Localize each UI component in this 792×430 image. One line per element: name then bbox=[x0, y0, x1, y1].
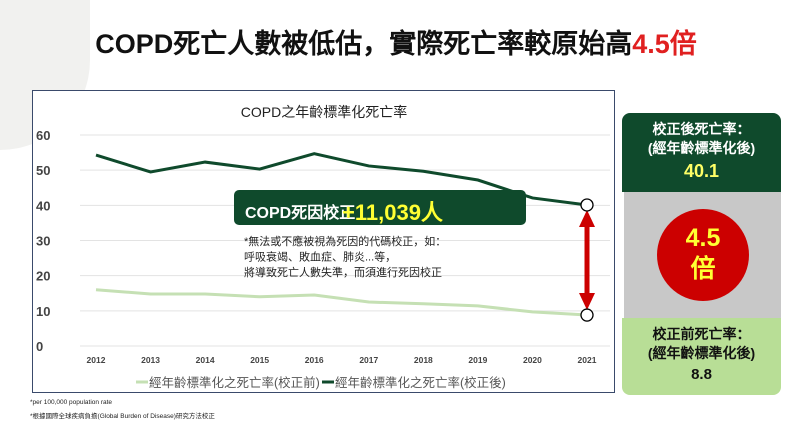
y-tick-label: 40 bbox=[36, 198, 50, 213]
after-value: 40.1 bbox=[683, 161, 720, 181]
marker-circle-before bbox=[580, 308, 594, 322]
footnote-method: *根據國際全球疾病負擔(Global Burden of Disease)研究方… bbox=[30, 413, 215, 420]
annotation-note-line: 將導致死亡人數失準，而須進行死因校正 bbox=[244, 265, 442, 279]
after-sub: (經年齡標準化後) bbox=[647, 140, 756, 156]
legend-label: 經年齡標準化之死亡率(校正後) bbox=[335, 375, 506, 390]
x-tick-label: 2020 bbox=[523, 355, 542, 365]
x-tick-label: 2015 bbox=[250, 355, 269, 365]
arrow-head-down bbox=[579, 293, 595, 311]
page-title: COPD死亡人數被低估，實際死亡率較原始高4.5倍 bbox=[0, 22, 792, 61]
x-tick-label: 2013 bbox=[141, 355, 160, 365]
y-tick-label: 0 bbox=[36, 339, 43, 354]
x-tick-label: 2012 bbox=[87, 355, 106, 365]
series-line-after bbox=[95, 152, 588, 207]
ratio-number: 4.5 bbox=[685, 224, 721, 252]
y-tick-label: 30 bbox=[36, 234, 50, 249]
line-chart: COPD之年齡標準化死亡率 0 10 20 30 40 50 60 2012 2013 2014 20… bbox=[36, 104, 610, 390]
arrow-head-up bbox=[579, 209, 595, 227]
x-tick-label: 2017 bbox=[359, 355, 378, 365]
title-text: COPD死亡人數被低估，實際死亡率較原始高 bbox=[95, 29, 633, 59]
before-correction-box: 校正前死亡率： (經年齡標準化後) 8.8 bbox=[622, 318, 781, 395]
y-tick-label: 20 bbox=[36, 269, 50, 284]
y-tick-label: 60 bbox=[36, 128, 50, 143]
y-tick-label: 50 bbox=[36, 163, 50, 178]
after-label: 校正後死亡率： bbox=[652, 121, 751, 137]
marker-circle-after bbox=[580, 198, 594, 212]
after-correction-box: 校正後死亡率： (經年齡標準化後) 40.1 bbox=[622, 113, 781, 192]
annotation-note-line: 呼吸衰竭、敗血症、肺炎...等， bbox=[244, 250, 396, 264]
annotation-label: COPD死因校正 bbox=[245, 203, 355, 222]
x-tick-label: 2016 bbox=[305, 355, 324, 365]
x-tick-label: 2018 bbox=[414, 355, 433, 365]
x-tick-label: 2021 bbox=[578, 355, 597, 365]
title-highlight: 4.5倍 bbox=[632, 29, 697, 59]
x-tick-label: 2019 bbox=[468, 355, 487, 365]
series-line-before bbox=[95, 288, 588, 317]
x-tick-label: 2014 bbox=[196, 355, 215, 365]
ratio-badge: 4.5 倍 bbox=[657, 209, 749, 301]
annotation-note-line: *無法或不應被視為死因的代碼校正，如： bbox=[244, 234, 446, 248]
before-sub: (經年齡標準化後) bbox=[647, 345, 756, 361]
y-tick-label: 10 bbox=[36, 304, 50, 319]
annotation-value: +11,039人 bbox=[342, 200, 443, 225]
legend-label: 經年齡標準化之死亡率(校正前) bbox=[149, 375, 320, 390]
footnote-rate: *per 100,000 population rate bbox=[30, 399, 113, 406]
before-value: 8.8 bbox=[691, 366, 712, 383]
chart-container bbox=[32, 90, 615, 393]
before-label: 校正前死亡率： bbox=[652, 326, 751, 342]
annotation-box bbox=[234, 190, 526, 225]
chart-title: COPD之年齡標準化死亡率 bbox=[241, 104, 407, 120]
ratio-unit: 倍 bbox=[690, 255, 716, 283]
